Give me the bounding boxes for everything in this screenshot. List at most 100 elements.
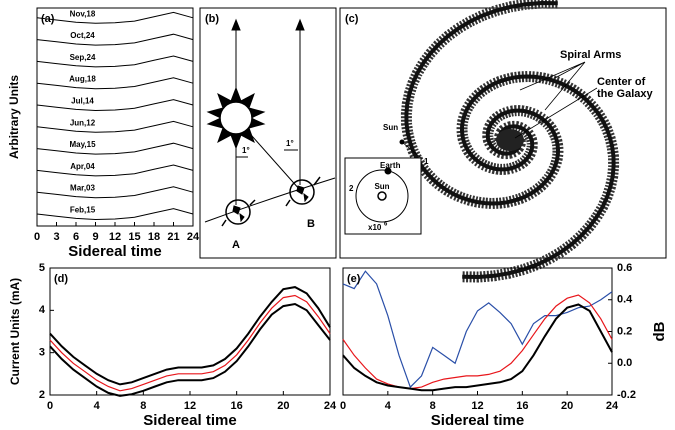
panel-label: (d) (54, 273, 68, 285)
x-tick-label: 21 (167, 231, 179, 243)
curve-label: Nov,18 (70, 9, 96, 18)
x-tick-label: 0 (47, 400, 53, 412)
x-tick-label: 16 (231, 400, 243, 412)
x-tick-label: 15 (128, 231, 140, 243)
plot-frame (36, 7, 194, 227)
earth (289, 179, 315, 205)
panel-label: (c) (345, 13, 359, 25)
rotation-arrow (221, 176, 321, 227)
x-tick-label: 0 (340, 400, 346, 412)
x-axis-label: Sidereal time (68, 243, 161, 260)
x-axis-label: Sidereal time (431, 412, 524, 429)
x-tick-label: 20 (561, 400, 573, 412)
series-line (36, 77, 194, 90)
y-tick-label: 0.6 (617, 262, 632, 274)
series-line (36, 11, 194, 24)
plot-frame (49, 267, 331, 396)
spiral-arm-core (459, 74, 616, 280)
curve-label: May,15 (69, 140, 96, 149)
x-tick-label: 6 (73, 231, 79, 243)
continents (232, 205, 245, 223)
earth (225, 199, 251, 225)
x-tick-label: 12 (471, 400, 483, 412)
x-tick-label: 8 (140, 400, 146, 412)
curve-label: Jul,14 (71, 96, 94, 105)
y-tick-label: 2 (39, 389, 45, 401)
series-line (36, 142, 194, 155)
x-tick-label: 20 (277, 400, 289, 412)
curve-label: Aug,18 (69, 75, 96, 84)
x-tick-label: 9 (92, 231, 98, 243)
center-label: Center of (597, 76, 646, 88)
orbit (204, 177, 336, 223)
panel-label: (e) (347, 273, 361, 285)
x-tick-label: 8 (430, 400, 436, 412)
curve-label: Sep,24 (70, 53, 96, 62)
inset-earth (384, 167, 392, 175)
series-line (342, 270, 613, 389)
scale-label: x10 (368, 223, 382, 232)
series-line (36, 164, 194, 177)
series-line (36, 208, 194, 221)
x-tick-label: 12 (184, 400, 196, 412)
x-tick-label: 0 (34, 231, 40, 243)
series-line (342, 303, 613, 392)
inset-label: Earth (380, 161, 401, 170)
curve-label: Jun,12 (70, 118, 96, 127)
position-label: 1 (424, 157, 429, 166)
x-tick-label: 4 (94, 400, 101, 412)
x-tick-label: 16 (516, 400, 528, 412)
series-line (36, 55, 194, 68)
series-line (36, 99, 194, 112)
panel-b-frame (199, 7, 337, 259)
galaxy (400, 0, 620, 283)
x-tick-label: 12 (109, 231, 121, 243)
y-axis-label: Arbitrary Units (7, 75, 21, 159)
series-line (342, 294, 613, 390)
arrowhead (231, 18, 241, 31)
y-tick-label: 5 (39, 262, 45, 274)
angle-label: 1° (286, 139, 294, 148)
pointer (514, 61, 598, 139)
arrowhead (295, 18, 305, 31)
galactic-center (496, 129, 524, 151)
x-axis-label: Sidereal time (143, 412, 236, 429)
y-tick-label: 0.4 (617, 294, 633, 306)
angle-label: 1° (242, 146, 250, 155)
x-tick-label: 24 (324, 400, 337, 412)
position-label: 2 (349, 184, 354, 193)
panel-label: (b) (205, 13, 219, 25)
y-tick-label: 4 (39, 304, 46, 316)
y-tick-label: 0.2 (617, 325, 632, 337)
inset-sun (377, 191, 387, 201)
curve-label: Mar,03 (70, 184, 95, 193)
spiral-arm-core (404, 0, 561, 206)
inset-label: Sun (374, 182, 389, 191)
y-axis-label: Current Units (mA) (8, 278, 22, 385)
panel-label: (a) (41, 13, 55, 25)
sun-label: Sun (383, 123, 398, 132)
series-line (36, 33, 194, 46)
scale-exponent: 6 (384, 222, 388, 228)
inset-pointer (401, 141, 422, 159)
earth-label: A (232, 239, 240, 251)
curve-label: Apr,04 (70, 162, 95, 171)
series-line (49, 286, 331, 386)
curve-label: Feb,15 (70, 205, 96, 214)
center-label: the Galaxy (597, 88, 654, 100)
series-line (49, 302, 331, 397)
series-line (49, 294, 331, 392)
arms-label: Spiral Arms (560, 49, 621, 61)
x-tick-label: 24 (606, 400, 619, 412)
curve-label: Oct,24 (70, 31, 95, 40)
y-tick-label: 0.0 (617, 357, 632, 369)
inset-orbit (355, 169, 409, 223)
series-line (36, 120, 194, 133)
earth-label: B (307, 218, 315, 230)
y-axis-label: dB (651, 321, 668, 341)
y-tick-label: 3 (39, 347, 45, 359)
x-tick-label: 3 (53, 231, 59, 243)
x-tick-label: 18 (148, 231, 160, 243)
